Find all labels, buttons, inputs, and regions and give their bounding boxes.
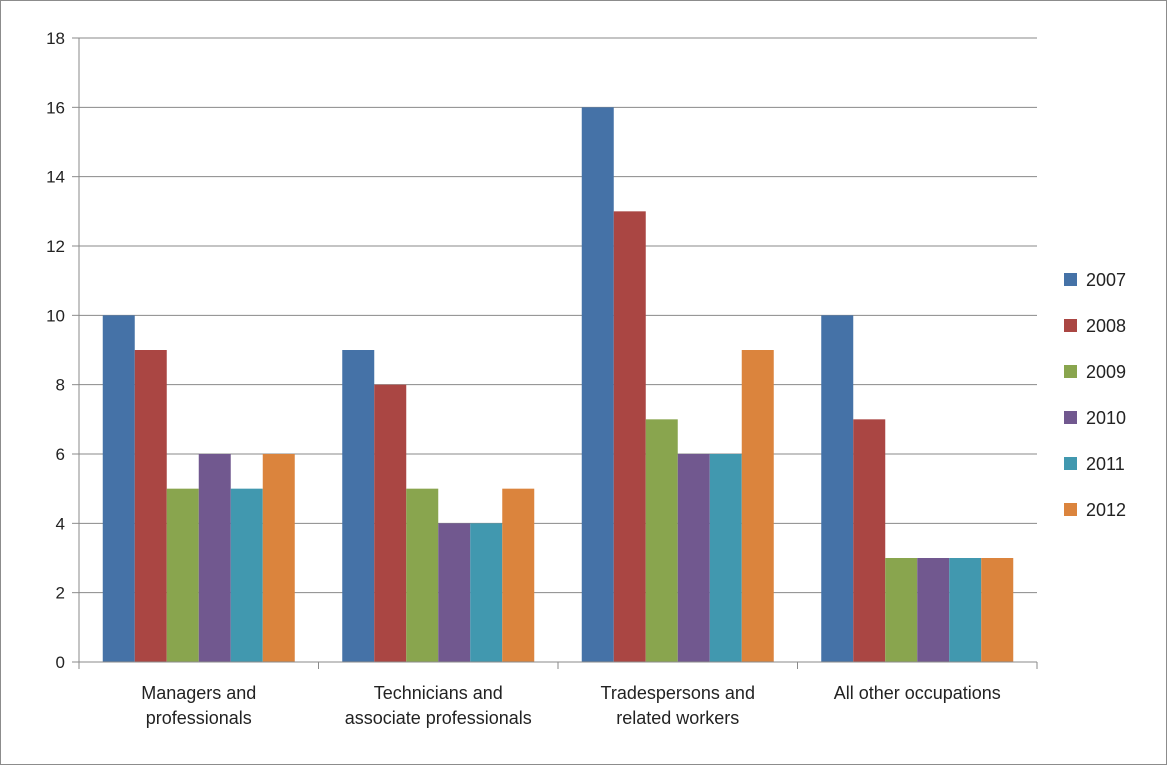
category-label: associate professionals — [345, 708, 532, 728]
bar-2011 — [949, 558, 982, 662]
axes — [72, 37, 1038, 669]
category-label: professionals — [146, 708, 252, 728]
category-labels: Managers and professionals Technicians and… — [141, 683, 1001, 728]
bar-2012 — [981, 558, 1014, 662]
legend-label: 2010 — [1086, 408, 1126, 428]
legend-label: 2008 — [1086, 316, 1126, 336]
bar-2011 — [709, 454, 742, 662]
legend-swatch-2012 — [1064, 503, 1077, 516]
bar-2007 — [102, 315, 135, 662]
category-label: Managers and — [141, 683, 256, 703]
y-tick-label: 12 — [46, 237, 65, 256]
y-tick-label: 4 — [56, 514, 65, 533]
legend-swatch-2008 — [1064, 319, 1077, 332]
legend-label: 2009 — [1086, 362, 1126, 382]
bar-2008 — [374, 384, 407, 662]
legend-swatch-2011 — [1064, 457, 1077, 470]
bar-2009 — [645, 419, 678, 662]
bar-2007 — [821, 315, 854, 662]
bar-2011 — [470, 523, 503, 662]
y-tick-labels: 0 2 4 6 8 10 12 14 16 18 — [46, 29, 65, 672]
y-tick-label: 16 — [46, 98, 65, 117]
bar-2008 — [613, 211, 646, 663]
y-tick-label: 14 — [46, 168, 65, 187]
bar-2009 — [166, 488, 199, 662]
legend-swatch-2010 — [1064, 411, 1077, 424]
bars — [102, 107, 1014, 663]
bar-2012 — [741, 350, 774, 662]
y-tick-label: 0 — [56, 653, 65, 672]
category-label: Tradespersons and — [601, 683, 755, 703]
bar-2012 — [262, 454, 295, 662]
bar-2012 — [502, 488, 535, 662]
bar-2008 — [853, 419, 886, 662]
legend-swatch-2007 — [1064, 273, 1077, 286]
y-tick-label: 2 — [56, 584, 65, 603]
bar-2011 — [230, 488, 263, 662]
legend-swatch-2009 — [1064, 365, 1077, 378]
bar-2010 — [917, 558, 950, 662]
bar-2010 — [677, 454, 710, 662]
legend-label: 2012 — [1086, 500, 1126, 520]
y-tick-label: 18 — [46, 29, 65, 48]
legend-label: 2007 — [1086, 270, 1126, 290]
bar-2009 — [406, 488, 439, 662]
bar-2008 — [134, 350, 167, 662]
y-tick-label: 8 — [56, 376, 65, 395]
legend: 2007 2008 2009 2010 2011 2012 — [1064, 270, 1126, 520]
bar-2010 — [438, 523, 471, 662]
y-tick-label: 10 — [46, 306, 65, 325]
bar-2007 — [581, 107, 614, 663]
y-tick-label: 6 — [56, 445, 65, 464]
bar-2010 — [198, 454, 231, 662]
category-label: All other occupations — [834, 683, 1001, 703]
category-label: Technicians and — [374, 683, 503, 703]
bar-2007 — [342, 350, 375, 662]
category-label: related workers — [616, 708, 739, 728]
legend-label: 2011 — [1086, 454, 1125, 474]
bar-2009 — [885, 558, 918, 662]
